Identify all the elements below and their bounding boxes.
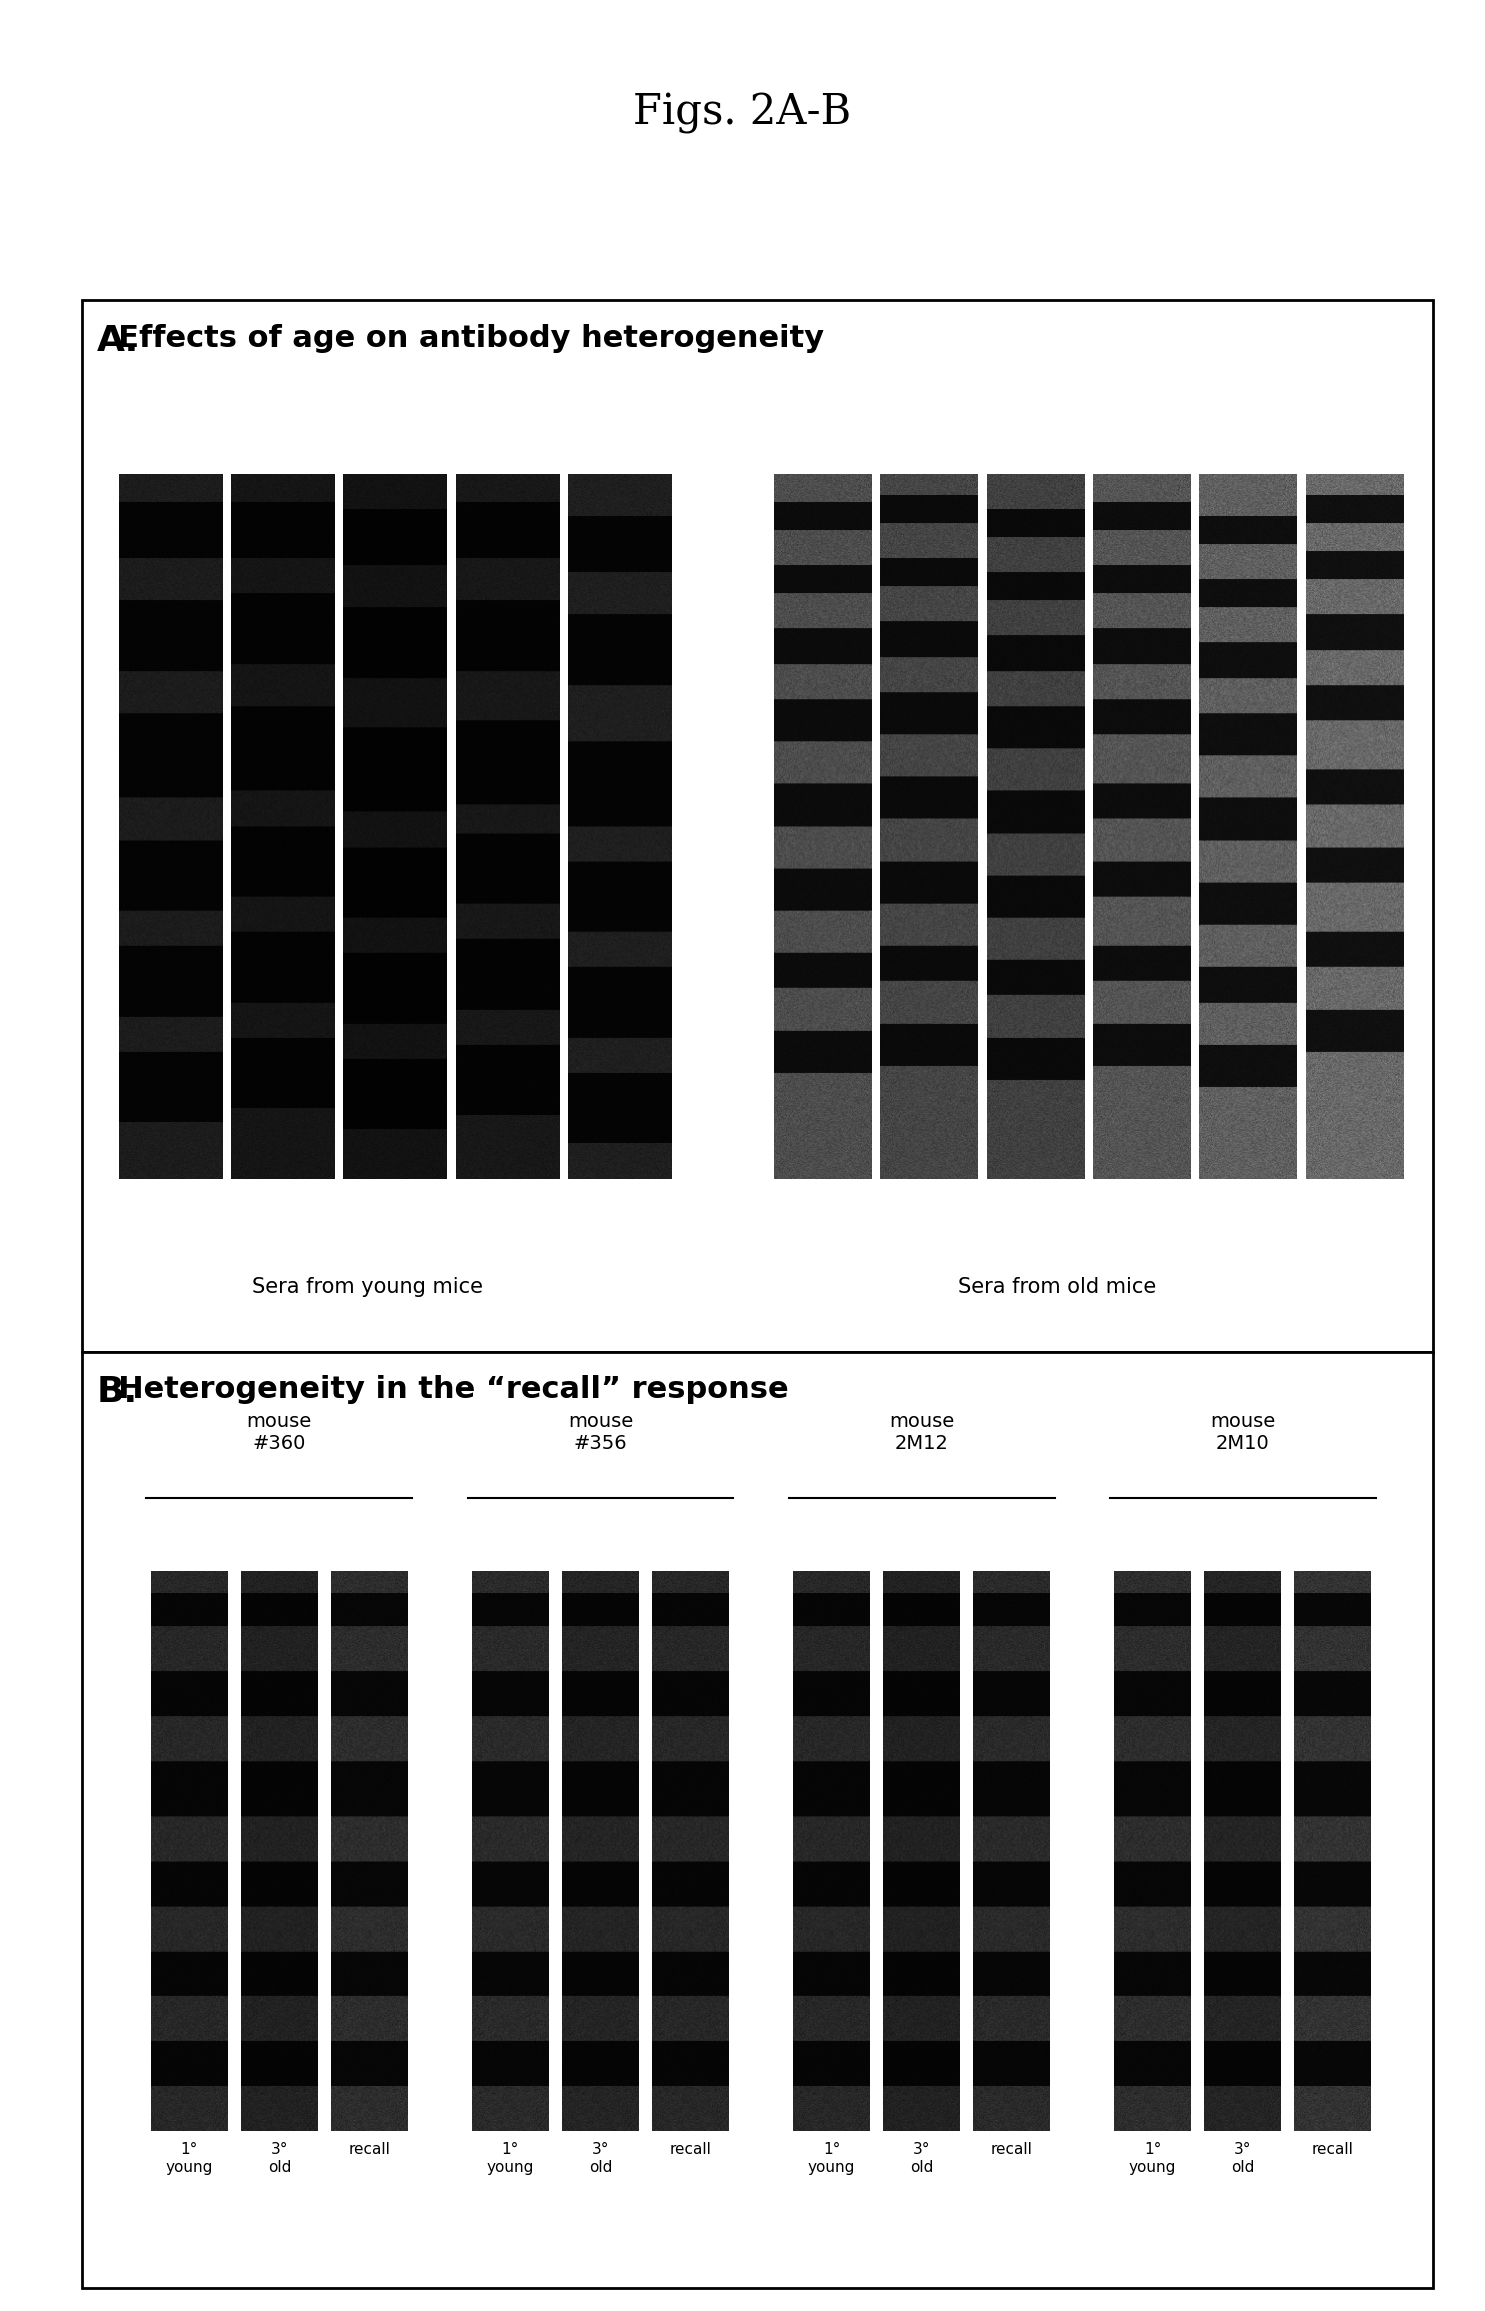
Text: A.: A. xyxy=(97,324,138,358)
Text: Heterogeneity in the “recall” response: Heterogeneity in the “recall” response xyxy=(97,1375,789,1405)
Text: 3°
old: 3° old xyxy=(590,2142,612,2175)
Text: mouse
2M12: mouse 2M12 xyxy=(890,1412,955,1454)
Text: recall: recall xyxy=(349,2142,391,2156)
Text: Effects of age on antibody heterogeneity: Effects of age on antibody heterogeneity xyxy=(97,324,824,354)
Text: 1°
young: 1° young xyxy=(166,2142,212,2175)
Text: 3°
old: 3° old xyxy=(910,2142,933,2175)
Text: Sera from old mice: Sera from old mice xyxy=(958,1278,1157,1296)
Text: 1°
young: 1° young xyxy=(1129,2142,1176,2175)
Text: mouse
#360: mouse #360 xyxy=(247,1412,312,1454)
Text: mouse
#356: mouse #356 xyxy=(567,1412,633,1454)
Text: 1°
young: 1° young xyxy=(808,2142,855,2175)
Text: Figs. 2A-B: Figs. 2A-B xyxy=(634,92,851,134)
Text: 3°
old: 3° old xyxy=(1231,2142,1255,2175)
Text: 3°
old: 3° old xyxy=(267,2142,291,2175)
Text: mouse
2M10: mouse 2M10 xyxy=(1210,1412,1276,1454)
Text: recall: recall xyxy=(1311,2142,1354,2156)
Text: Sera from young mice: Sera from young mice xyxy=(252,1278,483,1296)
Text: recall: recall xyxy=(670,2142,711,2156)
Text: recall: recall xyxy=(990,2142,1032,2156)
Text: B.: B. xyxy=(97,1375,138,1410)
Text: 1°
young: 1° young xyxy=(487,2142,535,2175)
